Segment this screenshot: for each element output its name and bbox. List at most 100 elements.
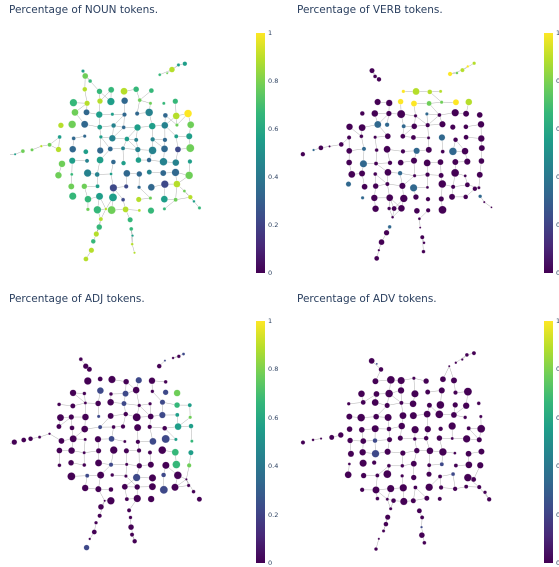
graph-node [384, 146, 391, 153]
graph-node [439, 387, 445, 393]
graph-node [111, 160, 116, 165]
graph-node [136, 377, 142, 383]
graph-node [426, 186, 429, 189]
graph-node [437, 113, 441, 117]
graph-node [97, 147, 104, 154]
graph-node [94, 231, 99, 236]
graph-node [359, 124, 366, 131]
graph-node [185, 478, 187, 480]
graph-node [83, 109, 89, 115]
graph-node [69, 414, 74, 419]
graph-node [70, 173, 73, 176]
graph-node [346, 123, 353, 130]
graph-node [471, 477, 476, 482]
graph-node [448, 72, 452, 76]
graph-node [69, 157, 75, 163]
graph-edge [84, 439, 85, 452]
graph-node [95, 436, 102, 443]
graph-node [137, 448, 142, 453]
graph-node [128, 524, 134, 530]
graph-node [68, 460, 74, 466]
graph-node [374, 121, 381, 128]
graph-node [163, 113, 168, 118]
graph-node [174, 198, 178, 202]
graph-node [109, 193, 117, 201]
graph-node [411, 390, 418, 397]
graph-node [136, 197, 141, 202]
graph-node [376, 497, 380, 501]
graph-node [57, 414, 64, 421]
graph-node [161, 196, 168, 203]
graph-node [360, 488, 365, 493]
graph-node [172, 461, 180, 469]
graph-node [159, 412, 165, 418]
graph-node [451, 377, 457, 383]
graph-node [372, 450, 380, 458]
graph-node [177, 355, 181, 359]
graph-node [136, 171, 142, 177]
graph-node [112, 425, 116, 429]
graph-node [110, 473, 114, 477]
graph-node [97, 125, 102, 130]
graph-node [175, 413, 179, 417]
graph-node [134, 484, 140, 490]
graph-node [97, 472, 104, 479]
graph-node [438, 206, 446, 214]
graph-node [107, 497, 115, 505]
graph-node [104, 500, 106, 502]
graph-node [427, 136, 430, 139]
graph-node [440, 376, 446, 382]
graph-node [420, 235, 424, 239]
graph-node [83, 363, 89, 369]
graph-node [479, 145, 485, 151]
graph-node [160, 170, 166, 176]
graph-node [47, 143, 51, 147]
graph-node [96, 111, 103, 118]
graph-node [151, 390, 155, 394]
graph-node [400, 195, 408, 203]
graph-node [121, 146, 125, 150]
graph-node [362, 147, 366, 151]
graph-node [107, 98, 115, 106]
graph-node [422, 250, 426, 254]
colorbar [544, 33, 553, 273]
colorbar-tick-label: 0.2 [268, 221, 278, 229]
graph-node [192, 490, 196, 494]
graph-node [123, 412, 128, 417]
graph-node [384, 449, 390, 455]
graph-node [188, 416, 191, 419]
graph-node [14, 153, 16, 155]
graph-node [361, 196, 364, 199]
graph-node [138, 98, 142, 102]
graph-node [345, 471, 352, 478]
graph-node [413, 148, 419, 154]
graph-node [183, 61, 188, 66]
graph-node [377, 77, 382, 82]
graph-node [147, 158, 152, 163]
graph-node [121, 401, 126, 406]
graph-node [121, 424, 126, 429]
network-graph [10, 40, 240, 270]
graph-node [411, 157, 417, 163]
graph-node [148, 450, 152, 454]
graph-node [97, 89, 103, 95]
graph-node [56, 147, 62, 153]
graph-edge [484, 202, 491, 207]
graph-node [122, 112, 126, 116]
graph-node [419, 227, 421, 229]
graph-node [385, 514, 390, 519]
graph-node [413, 437, 417, 441]
graph-node [58, 463, 62, 467]
graph-node [127, 217, 132, 222]
graph-node [183, 190, 186, 193]
graph-node [124, 474, 127, 477]
graph-node [373, 74, 377, 78]
graph-node [384, 522, 389, 527]
graph-node [70, 435, 77, 442]
graph-node [182, 353, 185, 356]
graph-node [456, 72, 459, 75]
graph-node [410, 412, 417, 419]
graph-node [163, 138, 168, 143]
graph-node [188, 450, 193, 455]
graph-node [149, 377, 156, 384]
